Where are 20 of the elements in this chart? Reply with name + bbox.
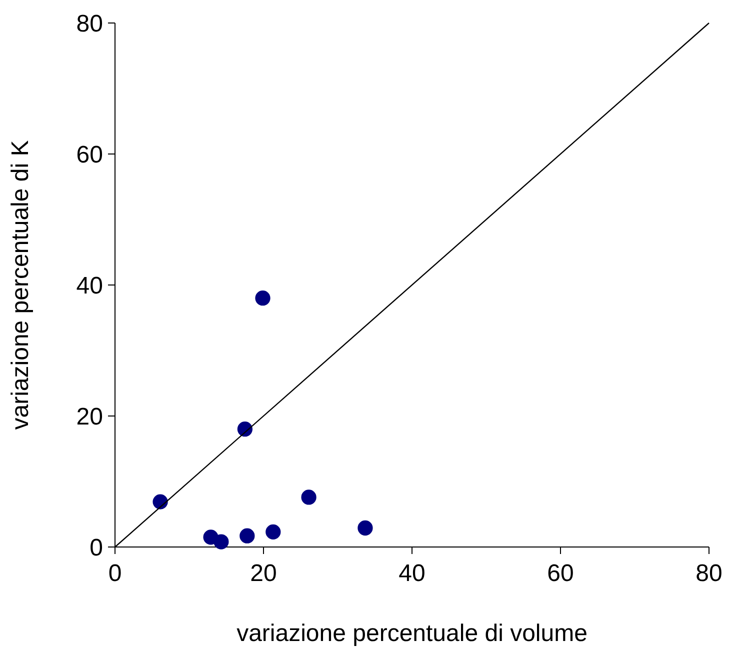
point <box>152 494 168 510</box>
point <box>255 290 270 306</box>
x-tick-label: 0 <box>108 560 122 587</box>
y-tick-label: 20 <box>76 403 103 430</box>
y-tick-label: 80 <box>76 10 103 38</box>
point <box>240 528 255 544</box>
point <box>358 520 373 536</box>
y-axis-title: variazione percentuale di K <box>7 140 34 430</box>
x-tick-label: 40 <box>398 560 426 587</box>
point <box>301 490 316 505</box>
y-tick-label: 0 <box>90 534 103 562</box>
x-tick-label: 60 <box>547 560 574 587</box>
point <box>214 534 229 550</box>
point <box>266 524 281 540</box>
point <box>237 422 253 437</box>
x-tick-label: 20 <box>250 560 277 587</box>
y-tick-label: 40 <box>76 272 103 300</box>
y-tick-label: 60 <box>76 141 103 168</box>
x-tick-label: 80 <box>696 560 722 587</box>
x-axis-title: variazione percentuale di volume <box>236 620 588 647</box>
